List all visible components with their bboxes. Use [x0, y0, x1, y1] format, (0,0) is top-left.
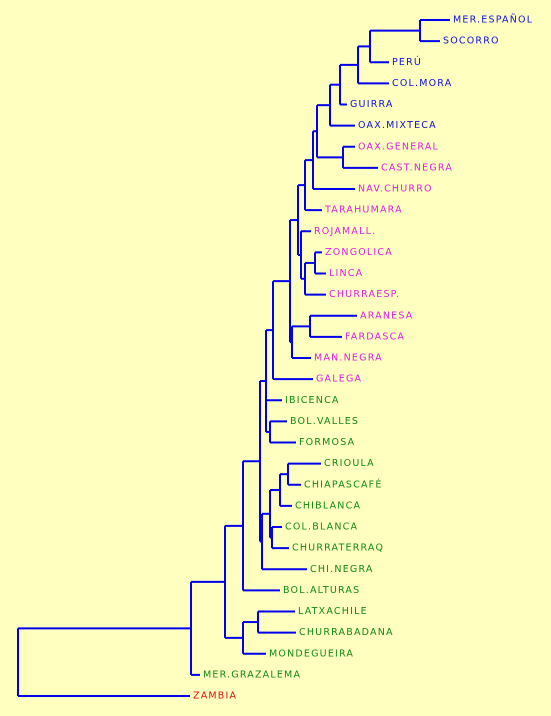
leaf-label: OAX.MIXTECA: [358, 120, 437, 131]
leaf-label: OAX.GENERAL: [358, 141, 439, 152]
leaf-label: CHURRABADANA: [299, 627, 394, 638]
leaf-label: ROJAMALL.: [314, 226, 376, 237]
leaf-label: CHIBLANCA: [295, 500, 361, 511]
leaf-label: SOCORRO: [443, 36, 500, 47]
leaf-label: IBICENCA: [285, 395, 340, 406]
leaf-label: MER.ESPAÑOL: [453, 15, 533, 26]
leaf-label: COL.BLANCA: [285, 522, 358, 533]
leaf-label: GUIRRA: [350, 99, 394, 110]
leaf-label: CHI.NEGRA: [310, 564, 374, 575]
leaf-label: PERÚ: [392, 56, 422, 68]
leaf-label: TARAHUMARA: [324, 205, 403, 216]
leaf-label: CAST.NEGRA: [381, 162, 453, 173]
leaf-label: NAV.CHURRO: [358, 184, 433, 195]
leaf-label: LINCA: [329, 268, 363, 279]
leaf-label: CHURRAESP.: [329, 289, 400, 300]
leaf-label: CHURRATERRAQ: [292, 543, 384, 554]
leaf-label: MER.GRAZALEMA: [203, 669, 301, 680]
leaf-label: BOL.VALLES: [290, 416, 359, 427]
leaf-label: CRIOULA: [324, 458, 375, 469]
leaf-label: BOL.ALTURAS: [283, 585, 360, 596]
leaf-label: GALEGA: [316, 374, 362, 385]
leaf-label: FARDASCA: [345, 331, 405, 342]
leaf-label: MAN.NEGRA: [314, 353, 383, 364]
leaf-label: LATXACHILE: [298, 606, 368, 617]
leaf-label: ZAMBIA: [193, 691, 237, 702]
leaf-label: ARANESA: [360, 310, 413, 321]
leaf-label: CHIAPASCAFÉ: [304, 478, 383, 490]
leaf-label: FORMOSA: [299, 437, 355, 448]
leaf-label: MONDEGUEIRA: [269, 648, 354, 659]
leaf-label: COL.MORA: [392, 78, 452, 89]
leaf-label: ZONGOLICA: [325, 247, 393, 258]
